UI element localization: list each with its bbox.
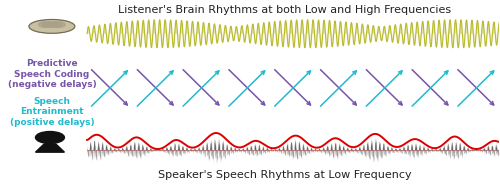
Ellipse shape xyxy=(42,22,54,27)
Text: Predictive
Speech Coding
(negative delays): Predictive Speech Coding (negative delay… xyxy=(8,59,96,89)
Ellipse shape xyxy=(53,22,65,27)
Text: Speaker's Speech Rhythms at Low Frequency: Speaker's Speech Rhythms at Low Frequenc… xyxy=(158,170,411,180)
Ellipse shape xyxy=(36,132,64,143)
Text: Speech
Entrainment
(positive delays): Speech Entrainment (positive delays) xyxy=(10,97,94,127)
Ellipse shape xyxy=(29,19,75,33)
Ellipse shape xyxy=(46,22,58,27)
Text: Listener's Brain Rhythms at both Low and High Frequencies: Listener's Brain Rhythms at both Low and… xyxy=(118,5,452,15)
Ellipse shape xyxy=(38,22,50,27)
Ellipse shape xyxy=(50,22,62,27)
Polygon shape xyxy=(36,144,64,152)
